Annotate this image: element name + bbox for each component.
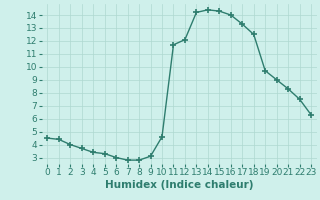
X-axis label: Humidex (Indice chaleur): Humidex (Indice chaleur)	[105, 180, 253, 190]
